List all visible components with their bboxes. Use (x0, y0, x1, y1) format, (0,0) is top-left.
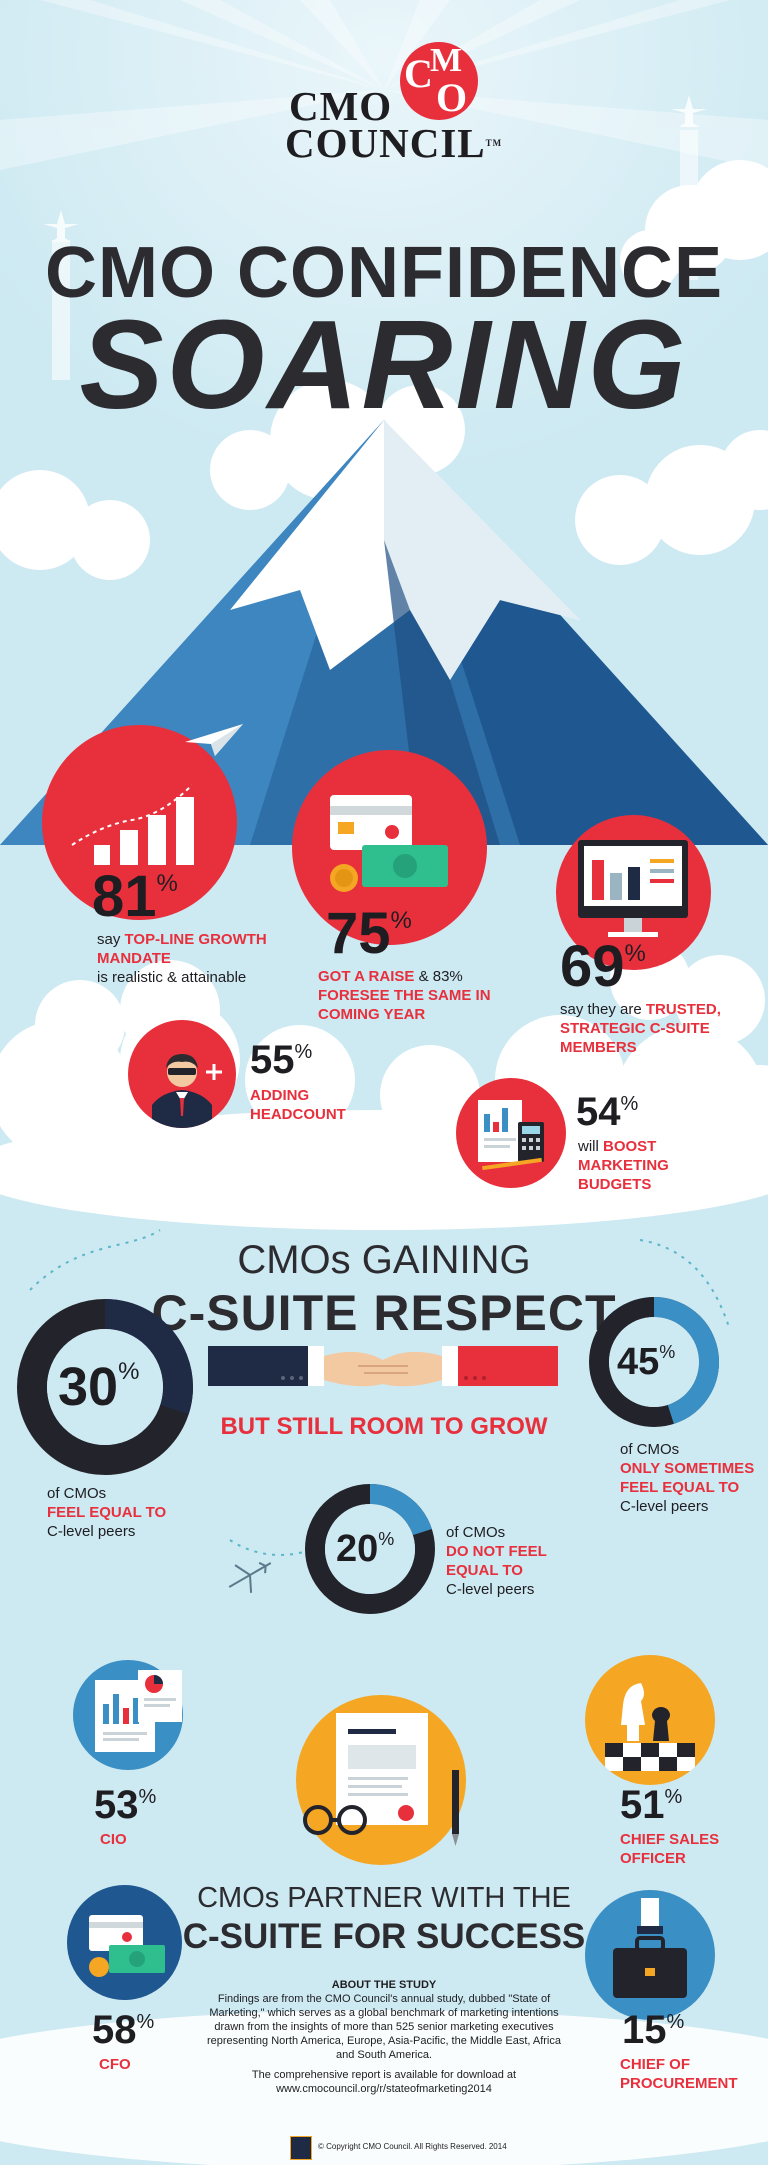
stat-55-caption: ADDING HEADCOUNT (250, 1087, 346, 1123)
about-heading: ABOUT THE STUDY (331, 1979, 437, 1991)
respect-heading2: C-SUITE RESPECT (151, 1285, 617, 1341)
donut-20-value: 20% (336, 1528, 395, 1570)
respect-subtitle: BUT STILL ROOM TO GROW (220, 1413, 548, 1440)
headcount-circle (128, 1020, 236, 1128)
donut-hole (609, 1317, 699, 1407)
procurement-circle (585, 1890, 715, 2020)
donut-segment (589, 1297, 719, 1427)
budget-circle (456, 1078, 566, 1188)
donut-hole (47, 1329, 163, 1445)
donut-20-caption: of CMOs DO NOT FEEL EQUAL TO C-level peers (446, 1524, 547, 1598)
chess-circle (585, 1655, 715, 1785)
donut-30 (17, 1299, 193, 1475)
businessman-icon (152, 1054, 222, 1128)
donut-45 (589, 1297, 719, 1427)
credit-card-money-icon (330, 795, 448, 892)
copyright: © Copyright CMO Council. All Rights Rese… (318, 2142, 507, 2151)
paper-plane-icon (185, 724, 243, 756)
about-body: Findings are from the CMO Council's annu… (207, 1993, 561, 2061)
stat-75-value: 75% (326, 901, 412, 966)
cfo-card-icon (89, 1915, 165, 1977)
title-line1: CMO CONFIDENCE (45, 233, 723, 313)
pie-doc-icon (138, 1670, 182, 1722)
cso-value: 51% (620, 1783, 683, 1827)
donut-hole (325, 1504, 415, 1594)
logo-text: CMO COUNCILTM (285, 83, 503, 166)
monitor-circle (556, 815, 711, 970)
about-report: The comprehensive report is available fo… (251, 2069, 517, 2081)
donut-45-value: 45% (617, 1341, 676, 1383)
respect-heading1: CMOs GAINING (237, 1238, 531, 1282)
cfo-value: 58% (92, 2008, 155, 2052)
briefcase-icon (613, 1898, 687, 1998)
logo-badge: C M O (400, 42, 478, 120)
donut-45-caption: of CMOs ONLY SOMETIMES FEEL EQUAL TO C-lev… (620, 1441, 755, 1515)
document-circle (296, 1695, 466, 1865)
money-circle (292, 750, 487, 945)
about-url[interactable]: www.cmocouncil.org/r/stateofmarketing201… (276, 2083, 492, 2095)
donut-30-value: 30% (58, 1357, 140, 1417)
donut-20 (305, 1484, 435, 1614)
stat-81-caption: say TOP-LINE GROWTH MANDATE is realistic … (97, 931, 267, 986)
cfo-label: CFO (99, 2056, 131, 2073)
chess-icon (605, 1683, 695, 1771)
logo-line2: COUNCILTM (285, 120, 503, 166)
logo-line1: CMO (289, 83, 393, 129)
partners-heading2: C-SUITE FOR SUCCESS (182, 1917, 586, 1956)
donut-segment (305, 1484, 435, 1614)
glasses-icon (303, 1805, 367, 1835)
logo-badge-letter-o: O (436, 75, 468, 120)
donut-30-caption: of CMOs FEEL EQUAL TO C-level peers (47, 1485, 167, 1540)
stat-69-value: 69% (560, 934, 646, 999)
cfo-circle (67, 1885, 182, 2000)
stat-81-value: 81% (92, 864, 178, 929)
cio-label: CIO (100, 1831, 127, 1848)
monitor-chart-icon (578, 840, 688, 937)
plane-trail-left (43, 210, 79, 380)
budget-report-icon (478, 1100, 544, 1171)
stat-55-value: 55% (250, 1038, 313, 1082)
handshake-icon (208, 1346, 558, 1387)
growth-chart-circle (42, 725, 237, 920)
plane-icon (228, 1561, 272, 1593)
stat-75-caption: GOT A RAISE & 83% FORESEE THE SAME IN CO… (318, 968, 491, 1023)
title-line2: SOARING (79, 294, 689, 435)
logo-tm: TM (485, 138, 503, 148)
about-study: ABOUT THE STUDY Findings are from the CM… (205, 1978, 563, 2096)
stat-54-value: 54% (576, 1090, 639, 1134)
cio-value: 53% (94, 1783, 157, 1827)
cso-label: CHIEF SALES OFFICER (620, 1831, 720, 1867)
procurement-value: 15% (622, 2008, 685, 2052)
procurement-label: CHIEF OF PROCUREMENT (620, 2056, 738, 2092)
stat-54-caption: will BOOST MARKETING BUDGETS (578, 1138, 669, 1193)
footer-badge (290, 2136, 312, 2160)
logo-badge-letter-m: M (430, 42, 463, 79)
partners-heading1: CMOs PARTNER WITH THE (197, 1882, 571, 1914)
logo-badge-letter-c: C (404, 51, 433, 96)
donut-segment (17, 1299, 193, 1475)
stat-69-caption: say they are TRUSTED, STRATEGIC C-SUITE … (560, 1001, 721, 1056)
pen-icon (452, 1770, 459, 1846)
growth-bars-icon (71, 784, 194, 865)
